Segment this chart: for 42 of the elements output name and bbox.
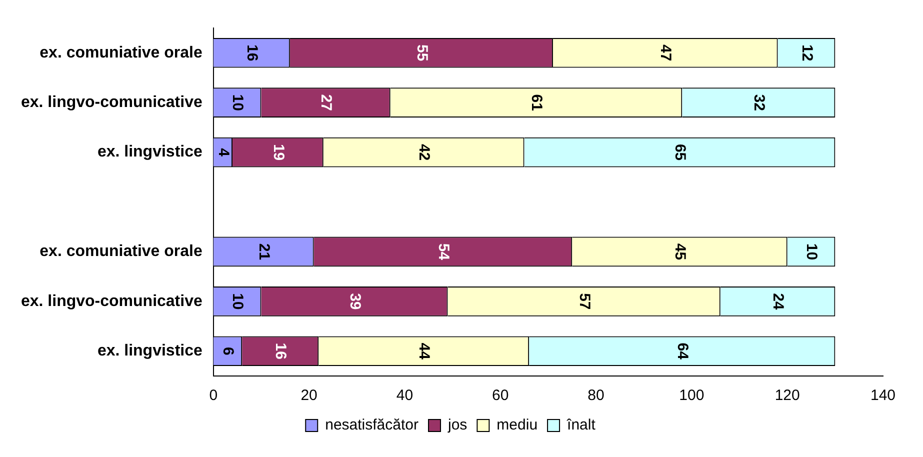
data-label: 57 xyxy=(576,293,593,310)
data-label: 54 xyxy=(434,243,452,261)
data-label: 24 xyxy=(770,293,787,310)
y-tick-label: ex. lingvo-comunicative xyxy=(20,292,202,310)
data-label: 32 xyxy=(750,94,768,111)
x-tick-label: 100 xyxy=(679,387,704,404)
data-label: 42 xyxy=(416,144,433,161)
x-tick-label: 120 xyxy=(774,387,800,404)
data-label: 6 xyxy=(220,346,237,356)
x-tick-label: 80 xyxy=(588,387,604,404)
x-tick-label: 40 xyxy=(396,387,414,404)
data-label: 45 xyxy=(672,243,689,260)
x-tick-label: 20 xyxy=(300,387,318,404)
data-label: 10 xyxy=(229,94,246,111)
legend-label: jos xyxy=(447,416,468,434)
data-label: 39 xyxy=(346,293,364,310)
data-label: 21 xyxy=(255,243,272,260)
data-label: 55 xyxy=(413,44,430,62)
y-tick-label: ex. comuniative orale xyxy=(40,243,202,260)
legend-label: nesatisfăcător xyxy=(325,416,419,434)
legend-label: mediu xyxy=(496,416,538,434)
data-label: 65 xyxy=(672,144,689,161)
data-label: 61 xyxy=(528,94,546,111)
x-tick-label: 140 xyxy=(870,387,896,404)
y-tick-label: ex. lingvistice xyxy=(97,144,202,161)
data-label: 10 xyxy=(229,293,246,310)
x-tick-label: 0 xyxy=(209,387,218,404)
data-label: 44 xyxy=(416,342,433,360)
data-label: 47 xyxy=(657,44,674,62)
data-label: 4 xyxy=(214,148,232,158)
legend-label: înalt xyxy=(566,416,596,434)
data-label: 64 xyxy=(674,342,691,360)
data-label: 12 xyxy=(798,44,816,62)
y-tick-label: ex. lingvo-comunicative xyxy=(20,94,202,111)
y-tick-label: ex. lingvistice xyxy=(97,342,202,360)
data-label: 16 xyxy=(272,342,290,360)
data-label: 19 xyxy=(270,144,287,161)
data-label: 10 xyxy=(803,243,820,260)
x-tick-label: 60 xyxy=(492,387,509,404)
data-label: 16 xyxy=(244,44,261,62)
data-label: 27 xyxy=(318,94,335,111)
y-tick-label: ex. comuniative orale xyxy=(40,44,202,62)
